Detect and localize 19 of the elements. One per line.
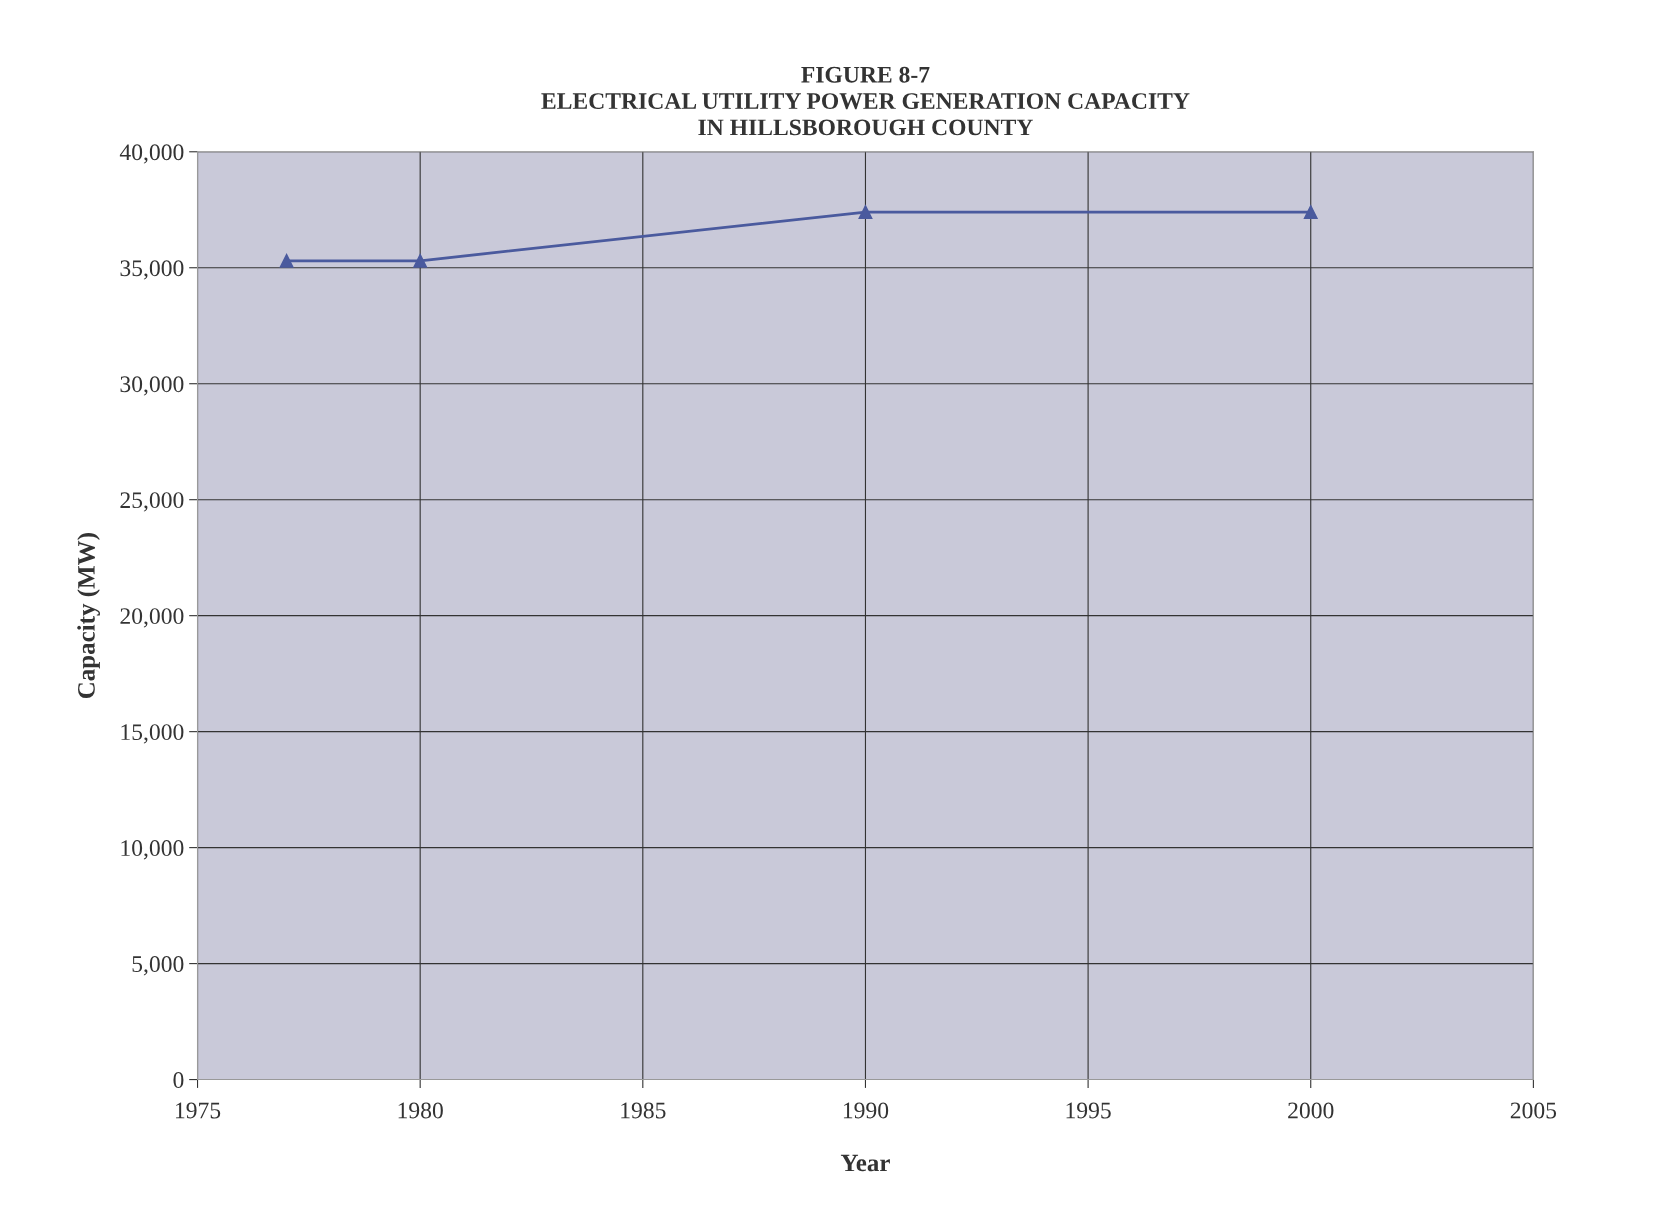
x-tick-label: 2000 [1288,1102,1334,1119]
y-tick-label: 25,000 [120,492,184,512]
y-tick-label: 30,000 [120,376,184,396]
y-tick-label: 5,000 [132,956,184,976]
x-tick-label: 1995 [1066,1102,1111,1119]
x-tick-label: 1975 [176,1102,221,1119]
y-tick-label: 15,000 [121,724,184,744]
x-tick-label: 2005 [1510,1102,1557,1119]
y-tick-label: 20,000 [120,608,184,628]
x-axis-title: Year [840,1154,890,1172]
x-tick-label: 1980 [398,1102,443,1119]
x-tick-label: 1990 [843,1102,889,1119]
chart-title: FIGURE 8-7 ELECTRICAL UTILITY POWER GENERATION CAPACITY IN HILLSBOROUGH COUNTY [541,66,1190,136]
y-tick-label: 35,000 [120,260,184,280]
x-tick-label: 1985 [621,1102,666,1119]
y-axis-title: Capacity (MW) [77,533,100,699]
y-tick-label: 0 [173,1072,184,1088]
y-tick-label: 40,000 [119,144,184,164]
y-tick-label: 10,000 [121,840,184,860]
